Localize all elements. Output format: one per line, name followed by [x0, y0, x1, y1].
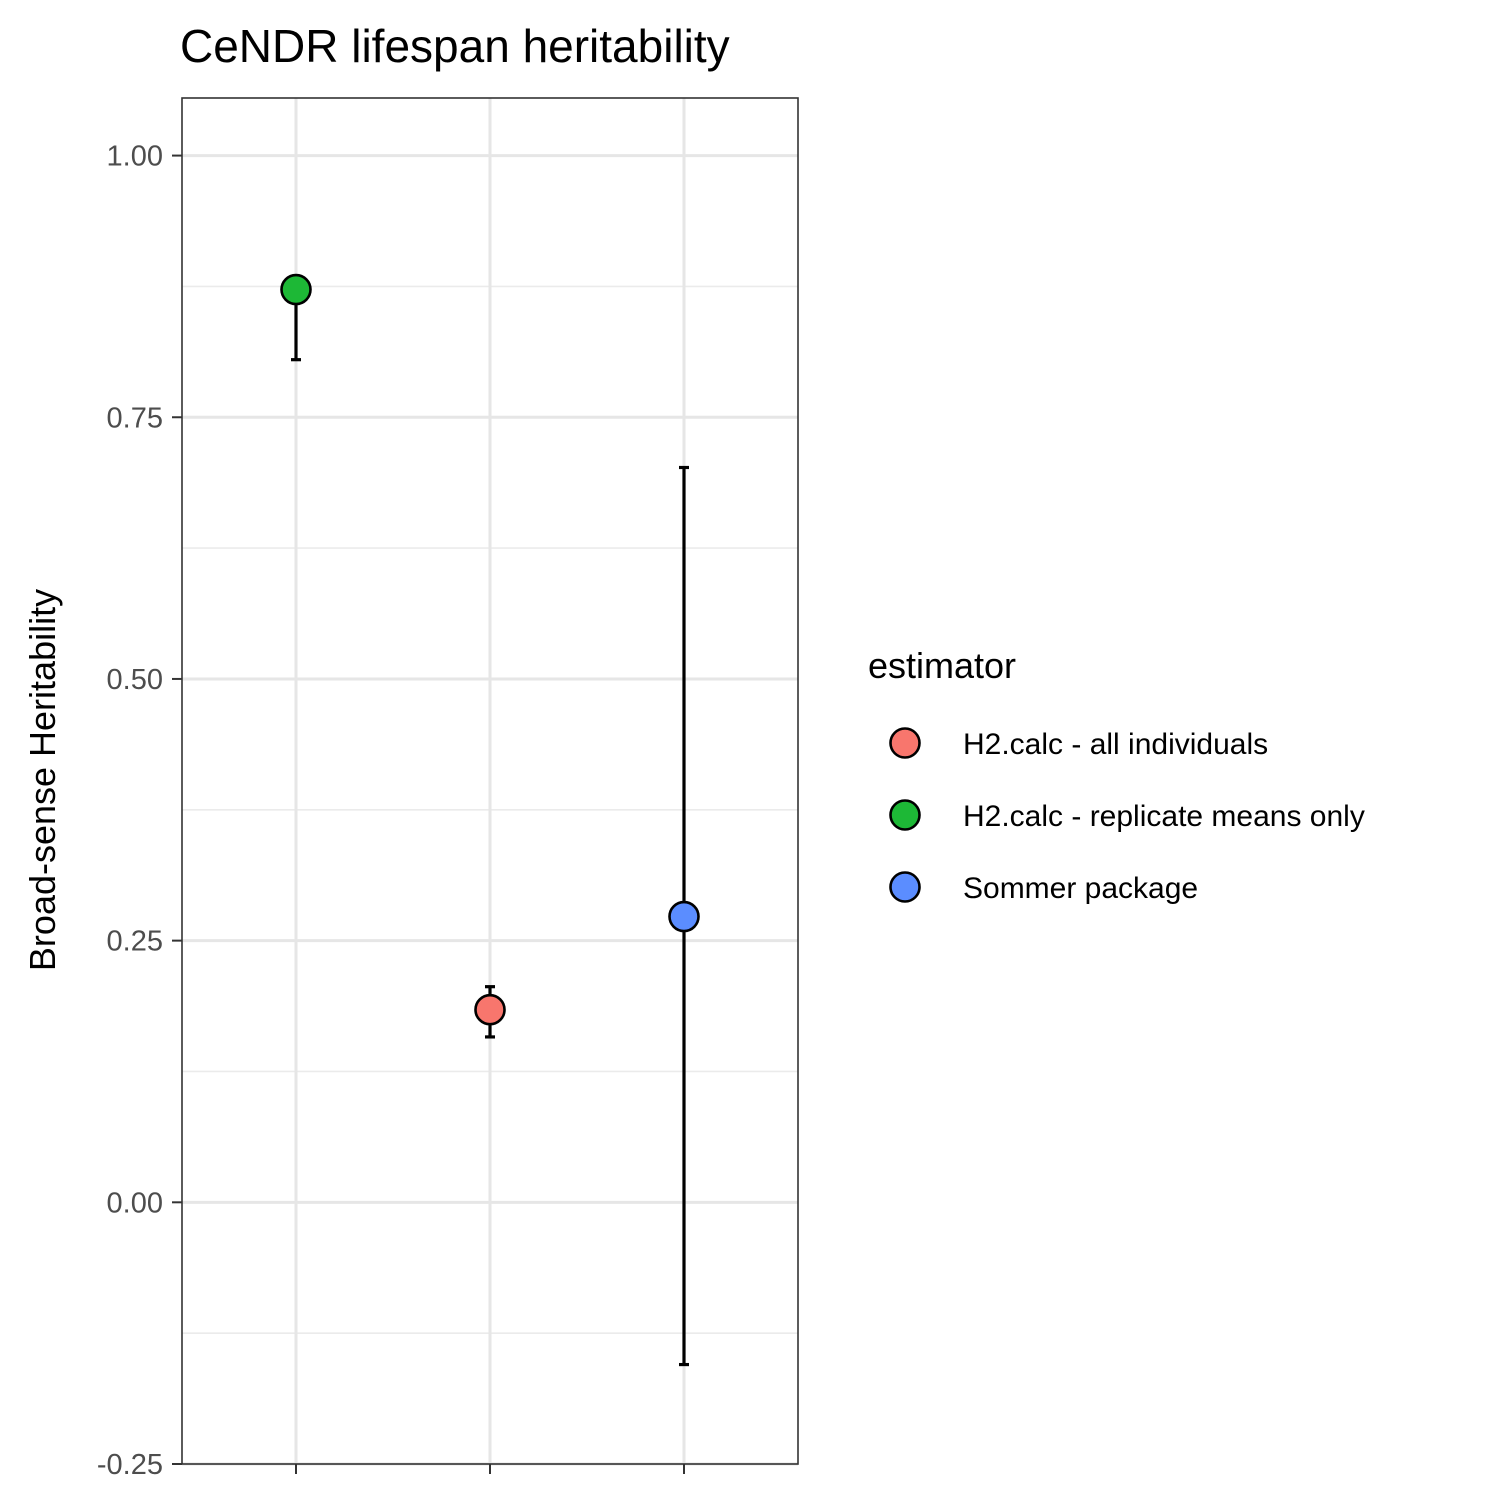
data-point	[474, 993, 506, 1026]
legend-item: H2.calc - replicate means only	[889, 799, 1365, 833]
legend-label: H2.calc - all individuals	[963, 728, 1268, 761]
plot-area	[181, 97, 799, 1466]
legend: estimator H2.calc - all individuals H2.ca…	[868, 645, 1365, 905]
y-tick-label: 0.00	[107, 1187, 163, 1219]
data-point	[668, 900, 700, 933]
y-tick-label: 0.75	[107, 402, 163, 434]
y-tick-label: 0.25	[107, 926, 163, 958]
legend-label: H2.calc - replicate means only	[963, 800, 1365, 833]
chart-title: CeNDR lifespan heritability	[180, 20, 730, 72]
legend-item: H2.calc - all individuals	[889, 727, 1268, 761]
points	[280, 273, 700, 1026]
y-tick-label: -0.25	[97, 1449, 163, 1481]
y-tick-label: 1.00	[107, 141, 163, 173]
data-point	[280, 273, 312, 306]
legend-key	[889, 871, 921, 903]
y-axis-label: Broad-sense Heritability	[22, 589, 63, 971]
legend-key	[889, 727, 921, 759]
y-tick-label: 0.50	[107, 664, 163, 696]
legend-item: Sommer package	[889, 871, 1198, 905]
legend-label: Sommer package	[963, 872, 1198, 905]
y-axis: -0.25 0.00 0.25 0.50 0.75 1.00	[97, 141, 685, 1481]
legend-key	[889, 799, 921, 831]
legend-title: estimator	[868, 645, 1016, 686]
